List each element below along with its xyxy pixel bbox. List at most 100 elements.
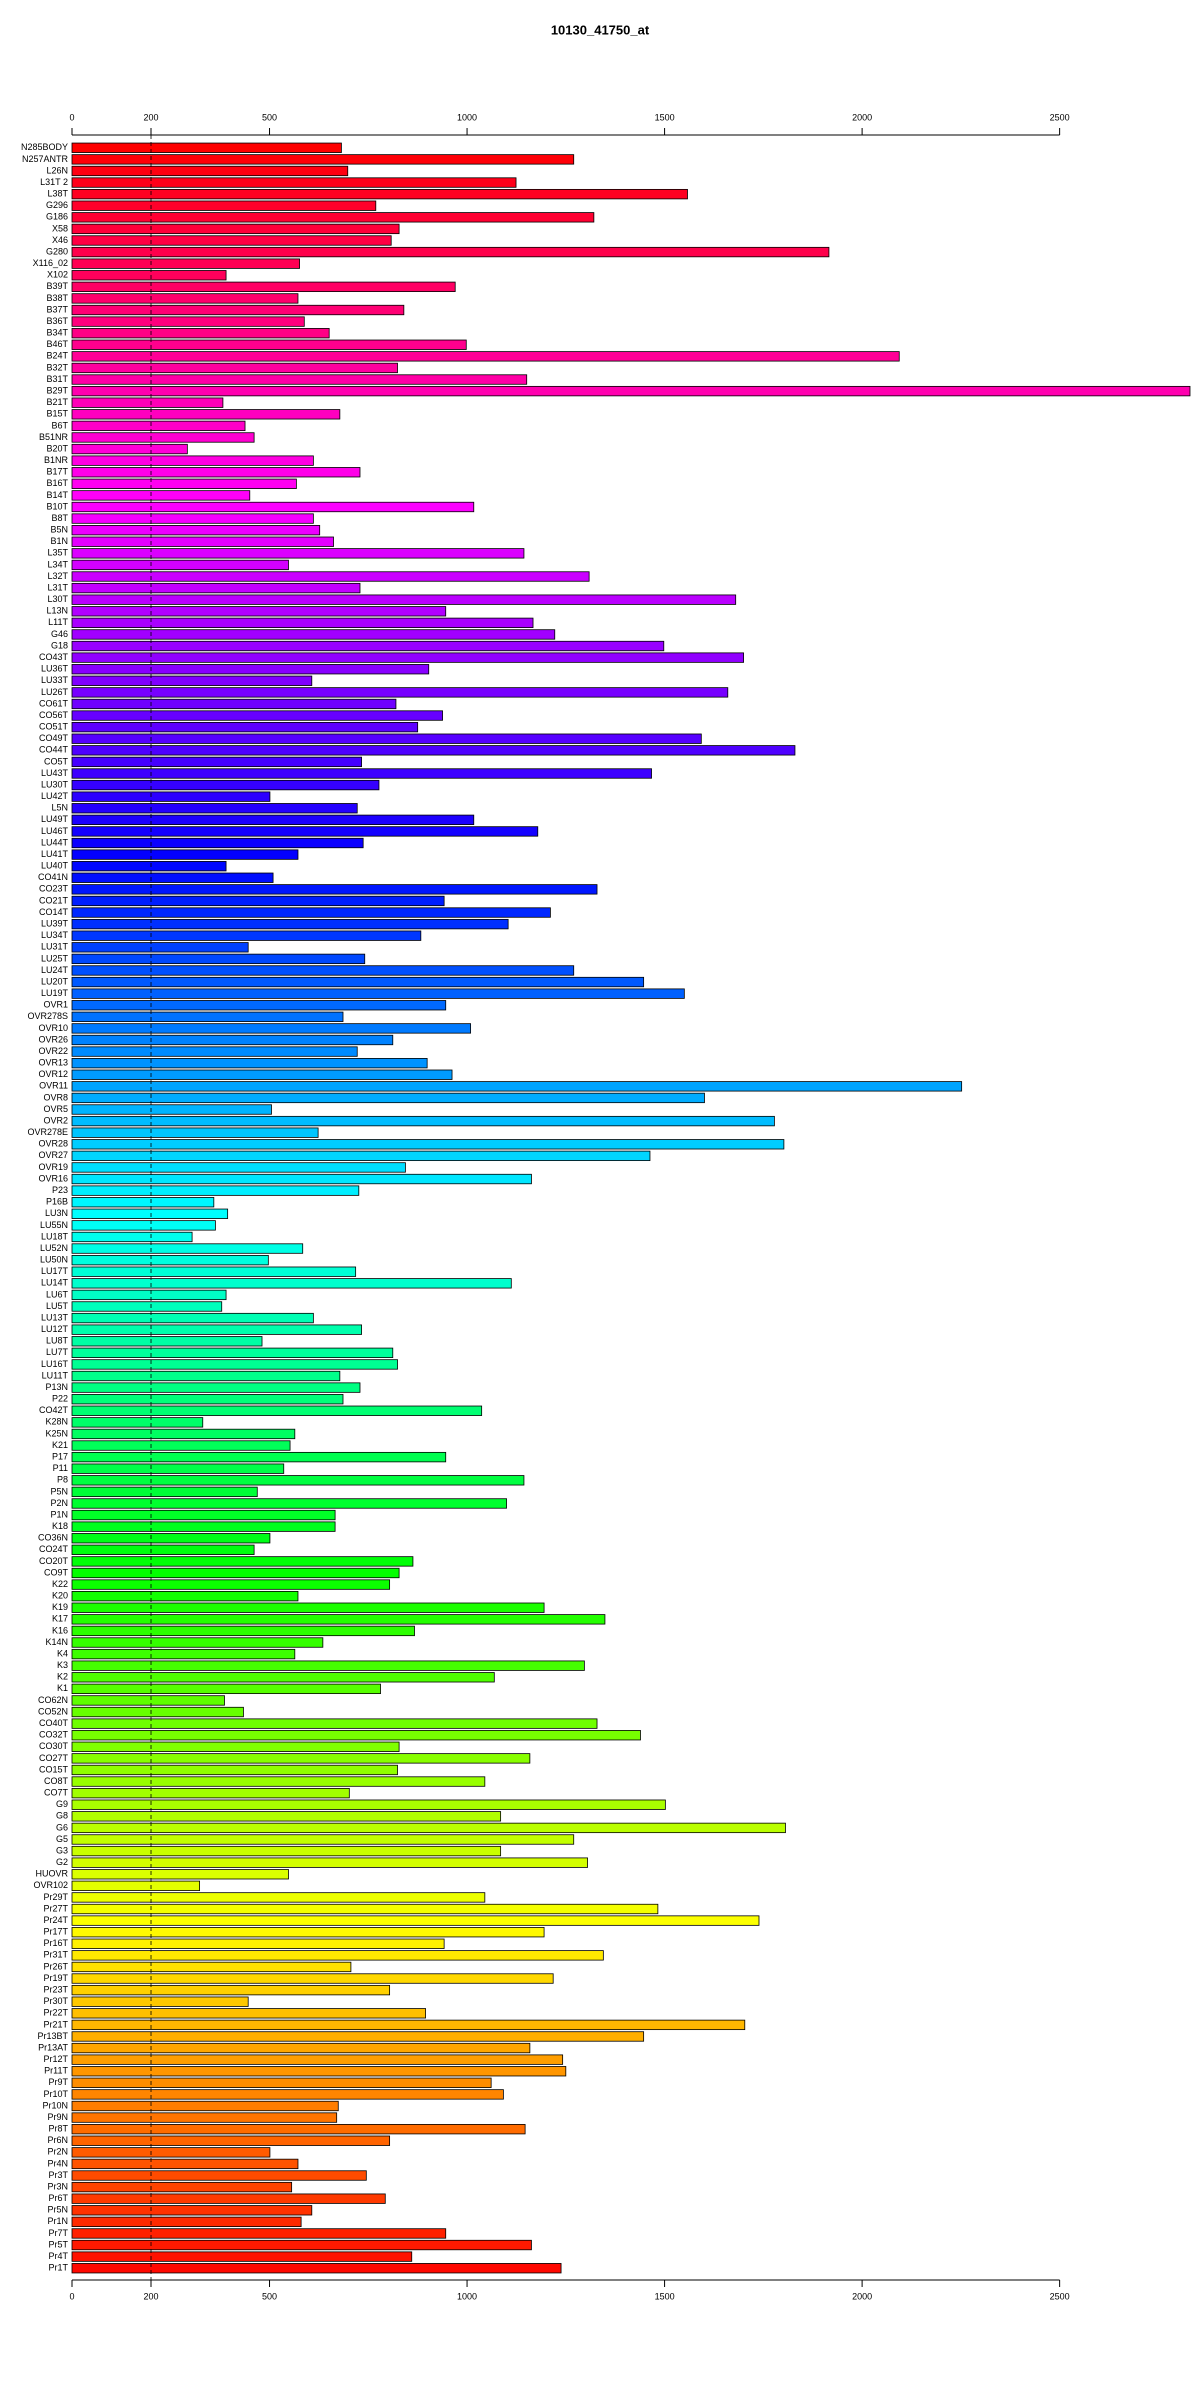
y-tick-label: B51NR xyxy=(39,432,69,442)
y-tick-label: Pr17T xyxy=(43,1927,68,1937)
y-tick-label: G5 xyxy=(56,1834,68,1844)
y-tick-label: CO43T xyxy=(39,652,69,662)
bar xyxy=(71,1023,472,1034)
bar xyxy=(71,791,271,802)
x-tick-label: 200 xyxy=(143,2291,158,2301)
y-tick-label: G46 xyxy=(51,629,68,639)
y-tick-label: CO27T xyxy=(39,1753,69,1763)
y-tick-label: LU43T xyxy=(41,768,69,778)
bar xyxy=(71,1359,398,1370)
y-tick-label: L31T xyxy=(47,582,68,592)
bar xyxy=(71,2158,299,2170)
bar xyxy=(71,1509,336,1521)
y-tick-label: LU7T xyxy=(46,1347,69,1357)
bar xyxy=(71,1556,414,1567)
y-tick-label: Pr13AT xyxy=(38,2042,68,2052)
y-tick-label: LU5T xyxy=(46,1301,69,1311)
y-tick-label: Pr26T xyxy=(43,1961,68,1971)
y-tick-label: Pr24T xyxy=(43,1915,68,1925)
y-tick-label: B10T xyxy=(46,501,68,511)
bar xyxy=(71,246,830,258)
bar xyxy=(71,1903,659,1915)
y-tick-label: CO61T xyxy=(39,698,69,708)
bar xyxy=(71,501,475,513)
y-tick-label: Pr27T xyxy=(43,1903,68,1913)
x-tick-label: 1500 xyxy=(655,2291,675,2301)
y-tick-label: K19 xyxy=(52,1602,68,1612)
x-tick-label: 0 xyxy=(69,112,74,122)
bar xyxy=(71,1950,604,1961)
bar xyxy=(71,1741,400,1752)
bar xyxy=(71,2228,447,2239)
y-tick-label: P17 xyxy=(52,1451,68,1461)
y-tick-label: L5N xyxy=(51,803,68,813)
y-tick-label: G280 xyxy=(46,246,68,256)
y-tick-label: CO24T xyxy=(39,1544,69,1554)
bar xyxy=(71,1278,512,1289)
y-tick-label: G186 xyxy=(46,212,68,222)
bar xyxy=(71,1208,229,1219)
bar xyxy=(71,1498,507,1509)
bar xyxy=(71,1254,269,1266)
y-tick-label: HUOVR xyxy=(35,1869,68,1879)
y-tick-label: OVR28 xyxy=(38,1139,68,1149)
bar xyxy=(71,1394,344,1405)
bar xyxy=(71,1996,249,2007)
y-tick-label: X58 xyxy=(52,223,68,233)
y-tick-label: N257ANTR xyxy=(22,154,69,164)
y-tick-label: P22 xyxy=(52,1394,68,1404)
bar xyxy=(71,1081,963,1092)
bar xyxy=(71,2147,271,2158)
bar xyxy=(71,1301,223,1312)
bar xyxy=(71,1845,502,1857)
x-tick-label: 1500 xyxy=(655,112,675,122)
y-tick-label: OVR11 xyxy=(39,1081,68,1091)
y-tick-label: CO15T xyxy=(39,1764,69,1774)
y-tick-label: Pr23T xyxy=(43,1984,68,1994)
bar xyxy=(71,1706,244,1718)
bar xyxy=(71,1915,760,1926)
bar xyxy=(71,1463,285,1474)
bar xyxy=(71,826,539,837)
y-tick-label: Pr4N xyxy=(47,2158,68,2168)
bar xyxy=(71,154,575,165)
bar xyxy=(71,594,737,605)
bar xyxy=(71,907,551,918)
bar xyxy=(71,1486,258,1498)
bar xyxy=(71,1892,486,1903)
bar xyxy=(71,1347,394,1358)
bar xyxy=(71,316,305,327)
y-tick-label: LU24T xyxy=(41,965,69,975)
y-tick-label: B8T xyxy=(51,513,68,523)
bar xyxy=(71,1799,666,1810)
y-tick-label: G296 xyxy=(46,200,68,210)
y-tick-label: OVR102 xyxy=(33,1880,68,1890)
bar xyxy=(71,640,665,652)
y-tick-label: LU16T xyxy=(41,1359,69,1369)
y-tick-label: CO32T xyxy=(39,1730,69,1740)
y-tick-label: LU17T xyxy=(41,1266,69,1276)
y-tick-label: CO62N xyxy=(38,1695,68,1705)
y-tick-label: L34T xyxy=(47,559,68,569)
bar xyxy=(71,2124,526,2135)
bar xyxy=(71,2112,338,2123)
y-tick-label: L26N xyxy=(46,165,68,175)
bar xyxy=(71,1938,445,1949)
y-tick-label: G18 xyxy=(51,640,68,650)
bar xyxy=(71,1764,398,1776)
y-tick-label: LU50N xyxy=(40,1255,68,1265)
y-tick-label: LU26T xyxy=(41,687,69,697)
bar xyxy=(71,385,1191,397)
y-tick-label: Pr8T xyxy=(48,2124,68,2134)
y-tick-label: OVR19 xyxy=(38,1162,68,1172)
bar xyxy=(71,1567,400,1579)
bar xyxy=(71,351,900,362)
x-tick-label: 2500 xyxy=(1050,2291,1070,2301)
bar xyxy=(71,1648,296,1660)
y-tick-label: LU12T xyxy=(41,1324,69,1334)
y-tick-label: G8 xyxy=(56,1811,68,1821)
bar xyxy=(71,1857,588,1868)
bar xyxy=(71,1243,304,1254)
y-tick-label: OVR22 xyxy=(38,1046,68,1056)
bar xyxy=(71,976,645,988)
